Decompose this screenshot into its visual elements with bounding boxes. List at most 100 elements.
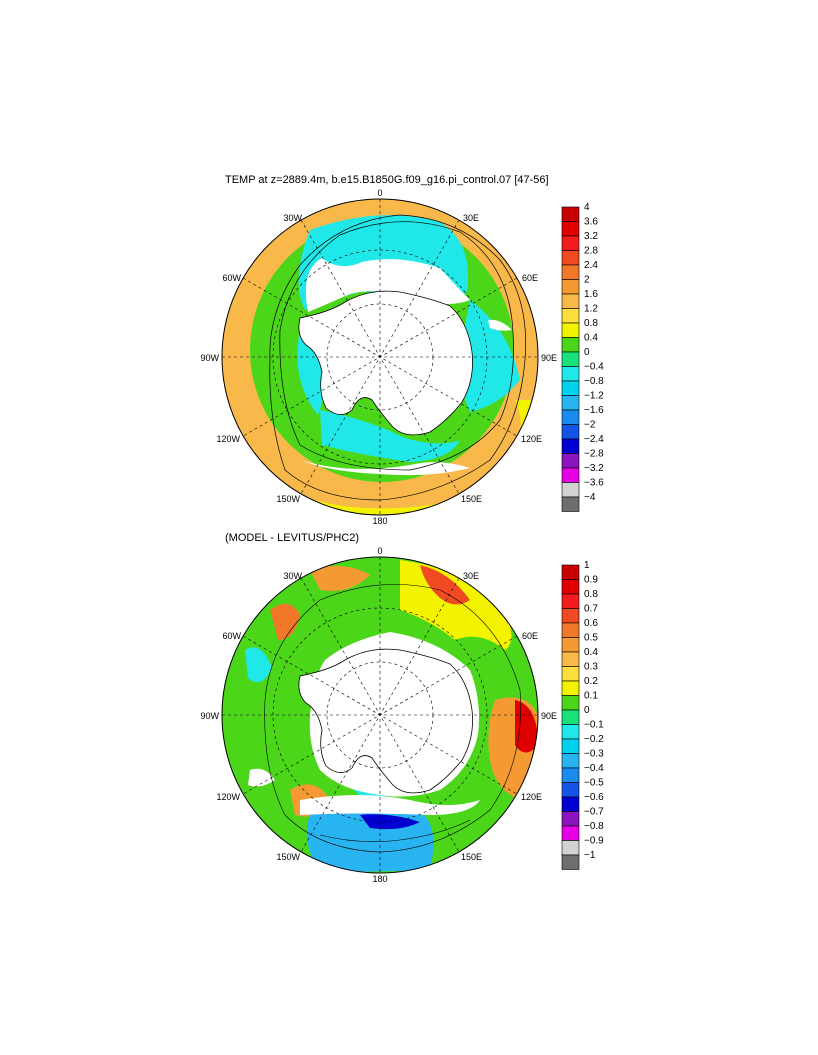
bias-lon-30e: 30E bbox=[463, 571, 479, 581]
bias-colorbar-swatch bbox=[561, 840, 580, 856]
bias-lon-60e: 60E bbox=[522, 631, 538, 641]
bias-colorbar-label: 0.7 bbox=[584, 604, 598, 615]
temp-contour-1 bbox=[269, 214, 527, 501]
bias-colorbar-label: 0.1 bbox=[584, 691, 598, 702]
temp-colorbar-label: −3.6 bbox=[584, 478, 604, 489]
temp-colorbar-swatch bbox=[561, 351, 580, 367]
temp-colorbar-swatch bbox=[561, 279, 580, 295]
bias-colorbar-label: 0.8 bbox=[584, 589, 598, 600]
temp-colorbar-swatch bbox=[561, 293, 580, 309]
bias-lon-labels: 0 30E 60E 90E 120E 150E 180 150W 120W 90… bbox=[200, 546, 557, 884]
bias-colorbar-label: −0.7 bbox=[584, 807, 604, 818]
bias-colorbar-swatch bbox=[561, 593, 580, 609]
bias-colorbar-swatch bbox=[561, 680, 580, 696]
bias-colorbar-label: −0.9 bbox=[584, 836, 604, 847]
temp-colorbar-swatch bbox=[561, 453, 580, 469]
bias-colorbar-label: 0.6 bbox=[584, 618, 598, 629]
bias-lon-30w: 30W bbox=[283, 571, 302, 581]
bias-colorbar-swatch bbox=[561, 753, 580, 769]
temp-colorbar-label: −2.8 bbox=[584, 449, 604, 460]
bias-colorbar-label: −0.1 bbox=[584, 720, 604, 731]
temp-lon-30w: 30W bbox=[283, 213, 302, 223]
temp-lon-150w: 150W bbox=[276, 494, 300, 504]
bias-lon-180: 180 bbox=[372, 874, 387, 884]
temp-colorbar-label: −0.8 bbox=[584, 376, 604, 387]
temp-colorbar-label: 0.4 bbox=[584, 333, 598, 344]
temp-colorbar-swatch bbox=[561, 424, 580, 440]
temp-antarctica bbox=[298, 290, 473, 436]
bias-graticule bbox=[222, 557, 538, 873]
bias-lon-120w: 120W bbox=[216, 792, 240, 802]
temp-lon-labels: 0 30E 60E 90E 120E 150E 180 150W 120W 90… bbox=[200, 188, 557, 526]
temp-colorbar-swatch bbox=[561, 337, 580, 353]
temp-lon-60w: 60W bbox=[222, 273, 241, 283]
temp-lon-150e: 150E bbox=[461, 494, 482, 504]
bias-colorbar-label: −0.3 bbox=[584, 749, 604, 760]
temp-colorbar-label: −1.6 bbox=[584, 405, 604, 416]
temp-graticule bbox=[222, 199, 538, 515]
bias-colorbar-swatch bbox=[561, 608, 580, 624]
temp-colorbar-label: −0.4 bbox=[584, 362, 604, 373]
temp-colorbar-label: 0 bbox=[584, 347, 590, 358]
bias-colorbar-label: −0.2 bbox=[584, 734, 604, 745]
temp-colorbar-label: 4 bbox=[584, 202, 590, 213]
bias-colorbar-label: 0.5 bbox=[584, 633, 598, 644]
bias-colorbar-swatch bbox=[561, 666, 580, 682]
bias-nodata-sw bbox=[248, 768, 275, 787]
temp-colorbar-swatch bbox=[561, 467, 580, 483]
bias-contour-1 bbox=[264, 584, 521, 853]
bias-colorbar-label: 0 bbox=[584, 705, 590, 716]
bias-field-cyan-w bbox=[245, 647, 272, 683]
bias-lon-90w: 90W bbox=[200, 711, 219, 721]
temp-lon-90e: 90E bbox=[541, 353, 557, 363]
bias-title: (MODEL - LEVITUS/PHC2) bbox=[225, 532, 359, 544]
temp-contour-2 bbox=[279, 221, 514, 471]
temp-panel: TEMP at z=2889.4m, b.e15.B1850G.f09_g16.… bbox=[200, 174, 604, 526]
temp-lon-60e: 60E bbox=[522, 273, 538, 283]
bias-colorbar-swatch bbox=[561, 622, 580, 638]
temp-colorbar-label: −4 bbox=[584, 492, 596, 503]
bias-colorbar-swatch bbox=[561, 637, 580, 653]
bias-field-red-ne bbox=[420, 565, 470, 605]
bias-colorbar-swatch bbox=[561, 579, 580, 595]
bias-colorbar-swatch bbox=[561, 767, 580, 783]
bias-field-warm-n bbox=[310, 566, 370, 591]
temp-map-border bbox=[221, 198, 539, 516]
temp-colorbar-label: 2 bbox=[584, 275, 590, 286]
bias-colorbar-swatch bbox=[561, 651, 580, 667]
temp-colorbar-swatch bbox=[561, 308, 580, 324]
temp-colorbar-swatch bbox=[561, 409, 580, 425]
temp-colorbar: 4 3.6 3.2 2.8 2.4 2 1.6 1.2 0.8 0.4 0 −0.4 −0.8 −1.2 −… bbox=[561, 202, 604, 512]
temp-title: TEMP at z=2889.4m, b.e15.B1850G.f09_g16.… bbox=[225, 174, 549, 186]
bias-colorbar-swatch bbox=[561, 782, 580, 798]
temp-colorbar-swatch bbox=[561, 264, 580, 280]
bias-antarctica bbox=[298, 648, 473, 794]
bias-lon-0: 0 bbox=[377, 546, 382, 556]
bias-colorbar-swatch bbox=[561, 738, 580, 754]
temp-lon-30e: 30E bbox=[463, 213, 479, 223]
temp-colorbar-label: −2 bbox=[584, 420, 596, 431]
temp-lon-120e: 120E bbox=[521, 434, 542, 444]
bias-colorbar-swatch bbox=[561, 724, 580, 740]
bias-colorbar-label: 0.9 bbox=[584, 575, 598, 586]
bias-colorbar-label: −0.8 bbox=[584, 821, 604, 832]
bias-colorbar-label: 0.2 bbox=[584, 676, 598, 687]
temp-colorbar-swatch bbox=[561, 380, 580, 396]
temp-colorbar-label: 3.2 bbox=[584, 231, 598, 242]
temp-colorbar-label: −1.2 bbox=[584, 391, 604, 402]
bias-colorbar-label: −0.4 bbox=[584, 763, 604, 774]
bias-lon-150w: 150W bbox=[276, 852, 300, 862]
temp-nodata-south bbox=[300, 460, 470, 476]
bias-lon-90e: 90E bbox=[541, 711, 557, 721]
bias-colorbar-swatch bbox=[561, 825, 580, 841]
bias-map bbox=[222, 557, 538, 873]
temp-field-cyan-east bbox=[459, 300, 520, 412]
bias-colorbar-swatch bbox=[561, 811, 580, 827]
bias-map-border bbox=[221, 556, 539, 874]
bias-colorbar-swatch bbox=[561, 709, 580, 725]
temp-colorbar-swatch bbox=[561, 221, 580, 237]
temp-colorbar-swatch bbox=[561, 235, 580, 251]
temp-colorbar-label: 3.6 bbox=[584, 217, 598, 228]
temp-field-cyan-ross bbox=[320, 410, 460, 462]
